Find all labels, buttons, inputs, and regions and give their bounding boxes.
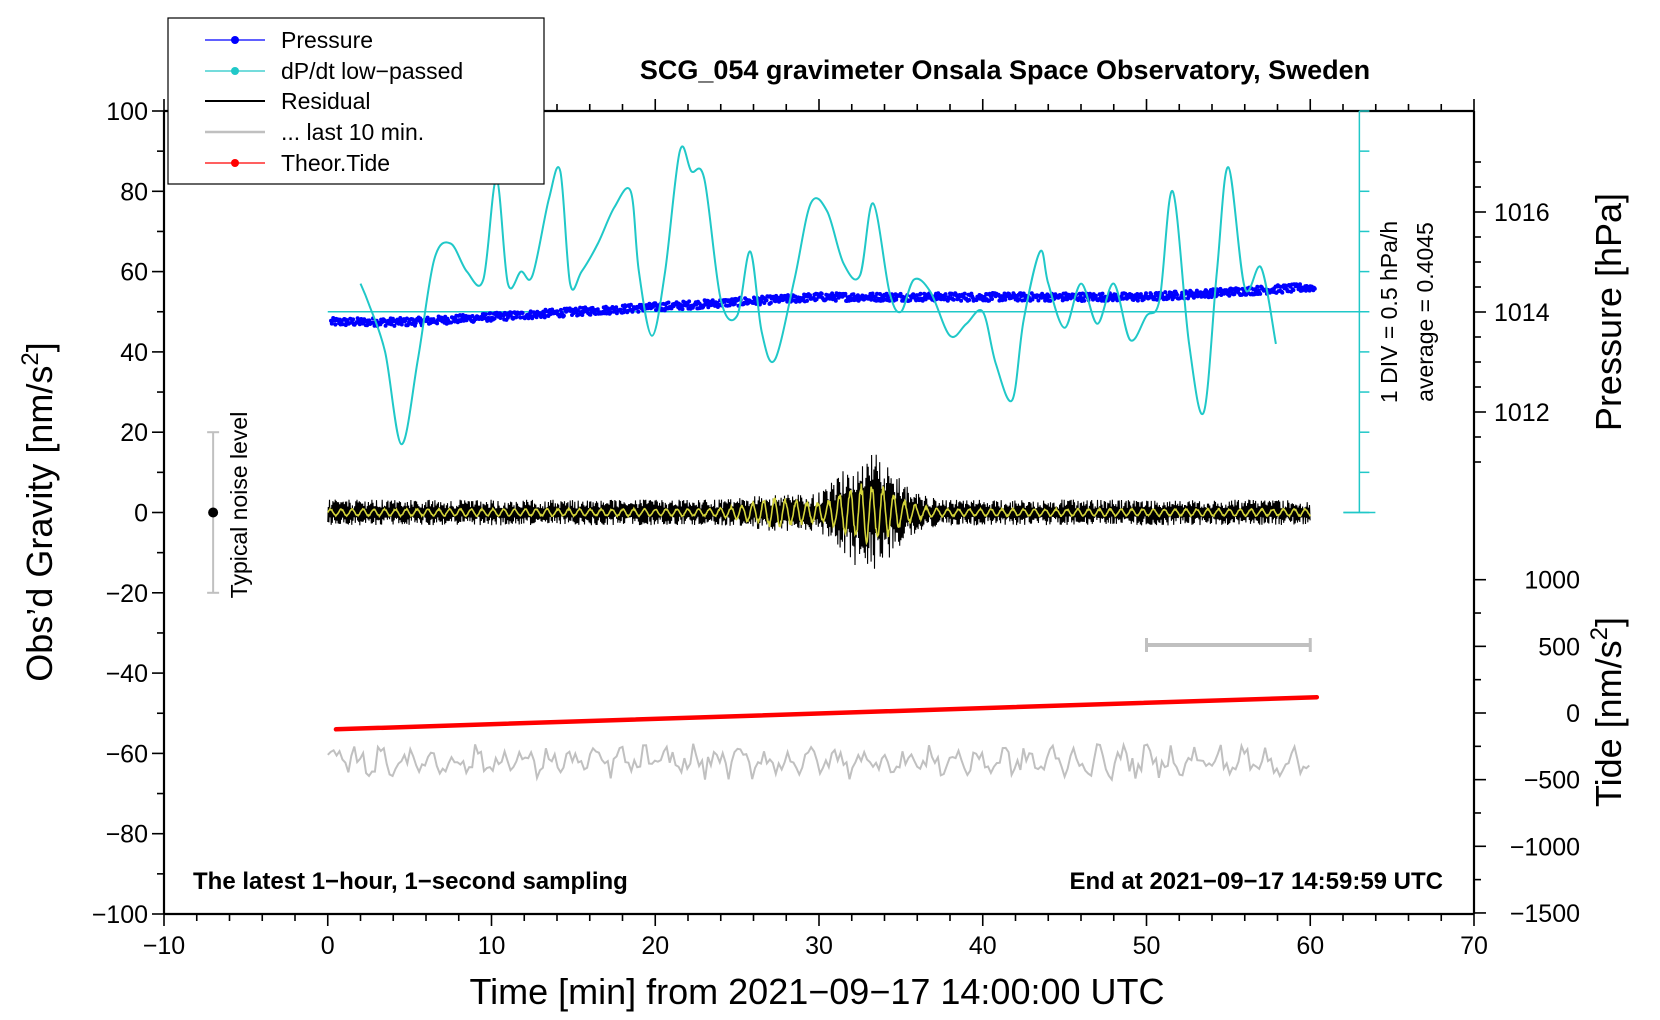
y-tick-label: −80: [106, 821, 148, 849]
x-tick-label: −10: [143, 932, 185, 960]
x-tick-label: 30: [805, 932, 833, 960]
x-axis-label: Time [min] from 2021−09−17 14:00:00 UTC: [469, 971, 1164, 1012]
svg-text:... last 10 min.: ... last 10 min.: [281, 119, 424, 145]
y-axis-label-pressure: Pressure [hPa]: [1588, 193, 1629, 431]
x-tick-label: 0: [321, 932, 335, 960]
x-tick-label: 50: [1133, 932, 1161, 960]
y-tick-label: −100: [92, 901, 148, 929]
average-annotation: average = 0.4045: [1412, 222, 1438, 402]
legend-item-tide: Theor.Tide: [205, 150, 390, 176]
noise-bar-center: [208, 507, 219, 518]
axes-layer: −10 0 10 20 30 40 50 60 70−100−80−60−40−20020406…: [92, 98, 1580, 960]
series-layer: [207, 110, 1376, 783]
x-tick-label: 60: [1296, 932, 1324, 960]
x-tick-label: 40: [969, 932, 997, 960]
y-tick-label: −20: [106, 580, 148, 608]
tide-tick-label: 0: [1566, 700, 1580, 728]
x-tick-label: 20: [641, 932, 669, 960]
chart-title: SCG_054 gravimeter Onsala Space Observat…: [640, 55, 1370, 85]
end-time-annotation: End at 2021−09−17 14:59:59 UTC: [1069, 868, 1443, 895]
x-tick-label: 70: [1460, 932, 1488, 960]
tide-series: [333, 694, 1320, 732]
y-tick-label: 40: [120, 339, 148, 367]
legend-item-dpdt: dP/dt low−passed: [205, 58, 463, 84]
legend-item-residual: Residual: [205, 88, 371, 114]
sampling-annotation: The latest 1−hour, 1−second sampling: [193, 868, 628, 895]
y-axis-label-tide: Tide [nm/s2]: [1586, 617, 1629, 807]
svg-text:dP/dt low−passed: dP/dt low−passed: [281, 58, 463, 84]
pressure-tick-label: 1016: [1494, 199, 1550, 227]
residual-lowpass-series: [327, 483, 1311, 546]
div-annotation: 1 DIV = 0.5 hPa/h: [1376, 221, 1402, 403]
legend-item-pressure: Pressure: [205, 27, 373, 53]
y-tick-label: 100: [106, 98, 148, 126]
residual-series: [327, 454, 1311, 569]
y-tick-label: −40: [106, 660, 148, 688]
tide-tick-label: −1500: [1510, 900, 1580, 928]
legend: Pressure dP/dt low−passed Residual ... l…: [167, 17, 545, 185]
y-tick-label: 20: [120, 419, 148, 447]
pressure-tick-label: 1012: [1494, 399, 1550, 427]
y-axis-label-left: Obs’d Gravity [nm/s2]: [17, 342, 60, 681]
dpdt-series: [359, 145, 1277, 446]
last10-series: [327, 741, 1310, 783]
tide-tick-label: −500: [1524, 767, 1580, 795]
y-tick-label: 60: [120, 259, 148, 287]
tide-tick-label: 500: [1538, 633, 1580, 661]
pressure-tick-label: 1014: [1494, 299, 1550, 327]
svg-text:Theor.Tide: Theor.Tide: [281, 150, 390, 176]
y-tick-label: 0: [134, 500, 148, 528]
y-tick-label: 80: [120, 178, 148, 206]
svg-text:Pressure: Pressure: [281, 27, 373, 53]
x-tick-label: 10: [478, 932, 506, 960]
svg-text:Residual: Residual: [281, 88, 371, 114]
y-tick-label: −60: [106, 740, 148, 768]
noise-level-label: Typical noise level: [226, 412, 252, 599]
pressure-series: [329, 282, 1317, 328]
tide-tick-label: 1000: [1524, 567, 1580, 595]
tide-tick-label: −1000: [1510, 833, 1580, 861]
legend-item-last10: ... last 10 min.: [205, 119, 424, 145]
